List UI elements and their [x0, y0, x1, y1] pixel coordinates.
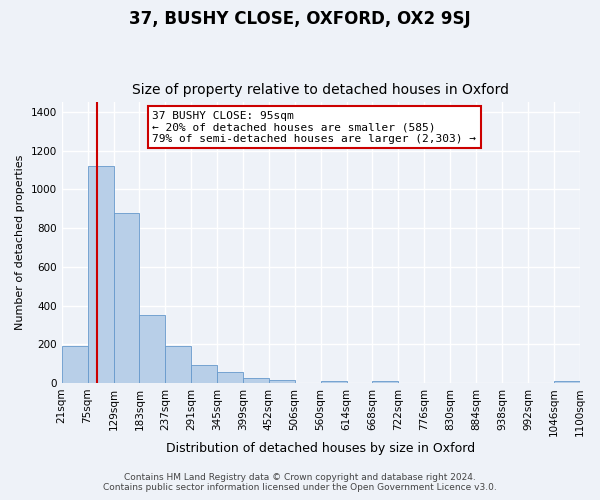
- Text: 37, BUSHY CLOSE, OXFORD, OX2 9SJ: 37, BUSHY CLOSE, OXFORD, OX2 9SJ: [129, 10, 471, 28]
- Bar: [166, 346, 191, 383]
- Bar: [269, 380, 295, 383]
- Bar: [62, 346, 88, 383]
- Title: Size of property relative to detached houses in Oxford: Size of property relative to detached ho…: [133, 83, 509, 97]
- Bar: [373, 381, 398, 383]
- Bar: [191, 365, 217, 383]
- Bar: [88, 166, 113, 383]
- Bar: [113, 212, 139, 383]
- X-axis label: Distribution of detached houses by size in Oxford: Distribution of detached houses by size …: [166, 442, 475, 455]
- Text: 37 BUSHY CLOSE: 95sqm
← 20% of detached houses are smaller (585)
79% of semi-det: 37 BUSHY CLOSE: 95sqm ← 20% of detached …: [152, 111, 476, 144]
- Bar: [320, 380, 347, 383]
- Bar: [139, 315, 166, 383]
- Text: Contains HM Land Registry data © Crown copyright and database right 2024.
Contai: Contains HM Land Registry data © Crown c…: [103, 473, 497, 492]
- Bar: [554, 382, 580, 383]
- Y-axis label: Number of detached properties: Number of detached properties: [15, 155, 25, 330]
- Bar: [243, 378, 269, 383]
- Bar: [217, 372, 243, 383]
